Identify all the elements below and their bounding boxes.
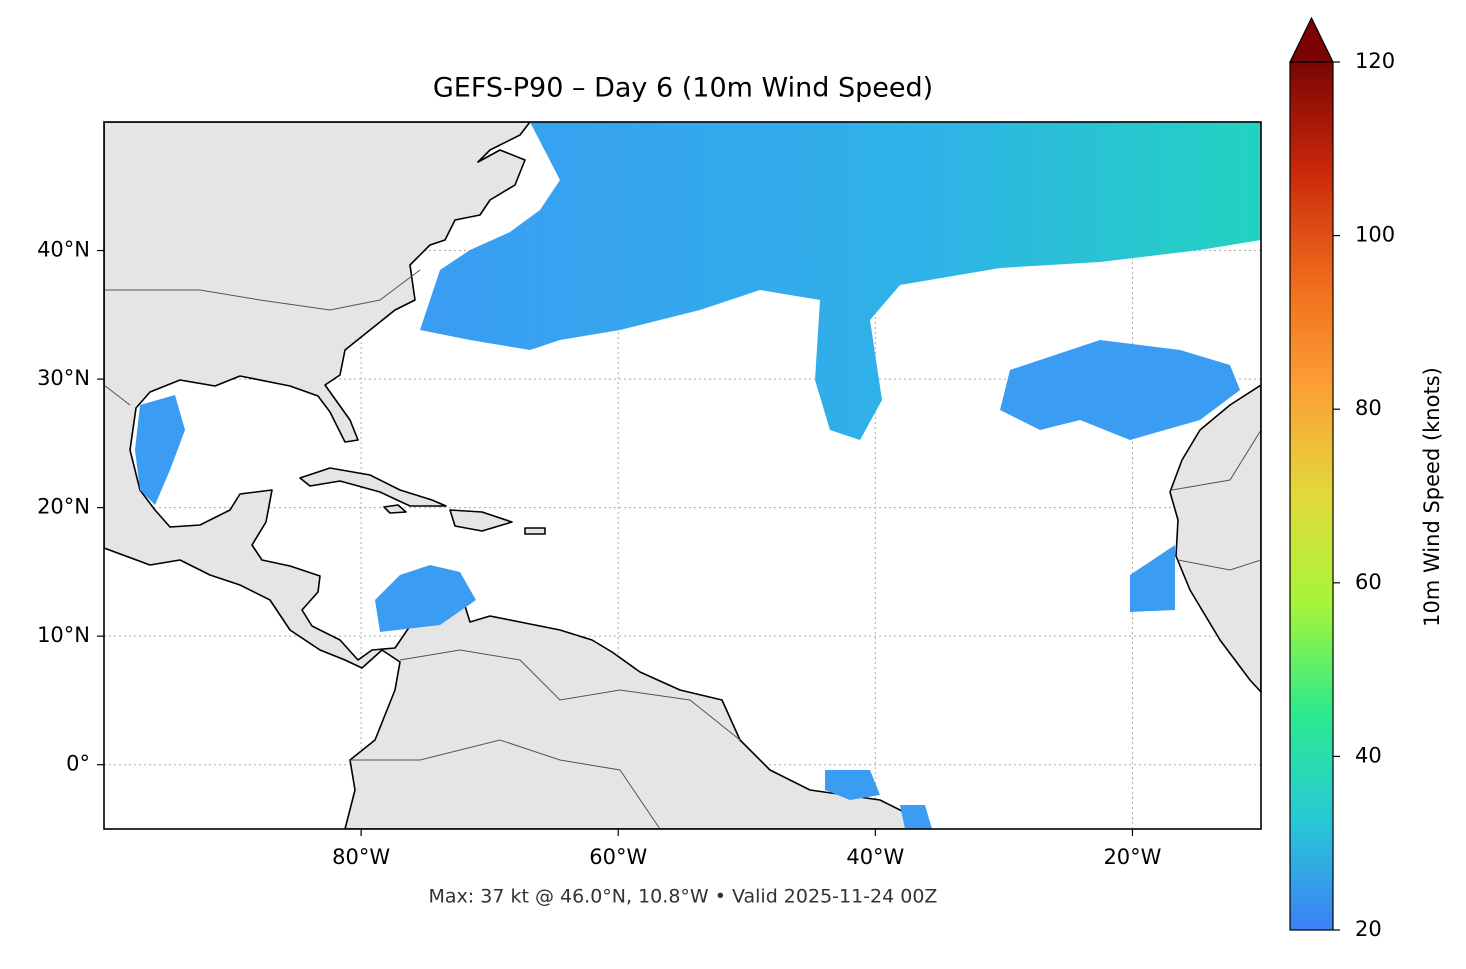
americas [104, 122, 933, 829]
wind-field [375, 565, 476, 632]
footer-note: Max: 37 kt @ 46.0°N, 10.8°W • Valid 2025… [429, 886, 938, 908]
x-tick-label: 40°W [846, 845, 904, 869]
colorbar-tick-label: 60 [1355, 570, 1382, 594]
country-borders [104, 269, 421, 311]
colorbar-extension [1289, 16, 1334, 63]
x-tick-label: 20°W [1103, 845, 1161, 869]
plot-frame [103, 121, 1262, 830]
wind-field [420, 122, 1261, 440]
hispaniola [449, 509, 513, 532]
africa [1169, 384, 1261, 693]
country-borders [399, 649, 741, 741]
x-tick-label: 60°W [589, 845, 647, 869]
puerto-rico [524, 527, 546, 535]
cuba [299, 467, 447, 507]
wind-field [135, 395, 185, 505]
x-tick-label: 80°W [332, 845, 390, 869]
colorbar-tick-label: 120 [1355, 49, 1395, 73]
y-tick-label: 20°N [37, 495, 90, 519]
wind-field [1130, 545, 1175, 612]
map-title: GEFS-P90 – Day 6 (10m Wind Speed) [433, 73, 933, 104]
colorbar-label: 10m Wind Speed (knots) [1420, 367, 1444, 627]
wind-field [1000, 340, 1240, 440]
colorbar [1290, 62, 1333, 930]
colorbar-tick-label: 20 [1355, 917, 1382, 941]
wind-field [825, 770, 880, 800]
country-borders [1177, 559, 1261, 571]
jamaica [383, 504, 407, 514]
colorbar-frame [1289, 61, 1334, 931]
y-tick-label: 40°N [37, 238, 90, 262]
colorbar-tick-label: 80 [1355, 396, 1382, 420]
colorbar-tick-label: 40 [1355, 743, 1382, 767]
wind-field [900, 805, 932, 829]
basemap [104, 122, 1261, 829]
country-borders [350, 739, 661, 829]
country-borders [104, 384, 131, 406]
colorbar-tick-label: 100 [1355, 223, 1395, 247]
y-tick-label: 0° [66, 752, 90, 776]
country-borders [1171, 429, 1261, 491]
y-tick-label: 10°N [37, 623, 90, 647]
y-tick-label: 30°N [37, 366, 90, 390]
